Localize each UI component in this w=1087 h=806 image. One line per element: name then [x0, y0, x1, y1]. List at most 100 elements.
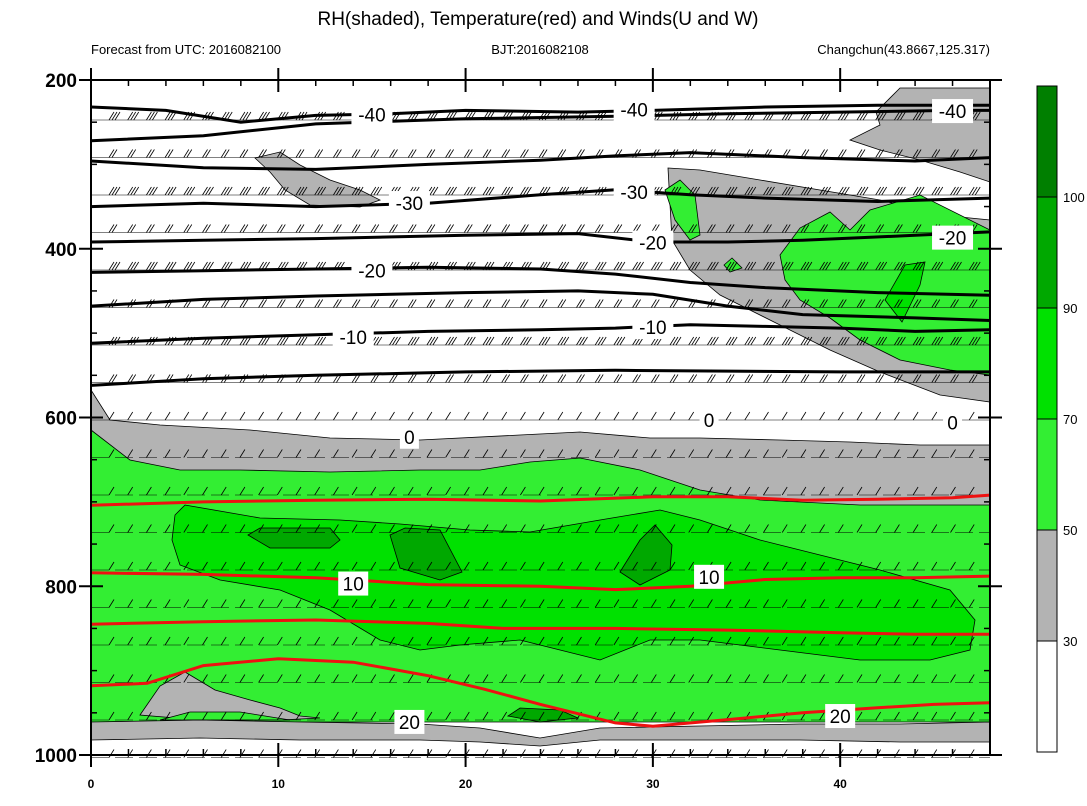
- wind-barb: [819, 299, 825, 308]
- wind-barb: [320, 336, 327, 346]
- wind-barb: [258, 299, 264, 308]
- wind-barb: [333, 636, 339, 646]
- wind-barb: [520, 749, 526, 758]
- wind-barb: [295, 674, 302, 683]
- wind-barb: [389, 636, 395, 646]
- wind-barb: [897, 336, 903, 346]
- wind-barb: [878, 149, 885, 158]
- wind-barb: [520, 636, 526, 646]
- wind-barb: [897, 261, 903, 271]
- wind-barb: [448, 186, 454, 196]
- wind-barb: [894, 486, 900, 496]
- wind-barb: [653, 261, 660, 271]
- contour-label-bg: [351, 102, 393, 127]
- wind-barb: [482, 224, 489, 233]
- wind-barb: [239, 524, 246, 533]
- wind-barb: [351, 149, 358, 158]
- wind-barb: [130, 224, 137, 233]
- contour-label-bg: [932, 99, 974, 124]
- wind-barb: [800, 674, 807, 683]
- wind-barb: [688, 674, 695, 683]
- wind-barb: [133, 111, 140, 121]
- wind-barb: [800, 599, 807, 608]
- wind-barb: [501, 524, 508, 533]
- wind-barb: [445, 524, 451, 533]
- wind-barb: [183, 449, 190, 458]
- colorbar-segment: [1036, 307, 1058, 420]
- wind-barb: [897, 374, 903, 383]
- wind-barb: [669, 411, 676, 421]
- wind-barb: [840, 149, 847, 158]
- wind-barb: [114, 261, 121, 271]
- wind-barb: [747, 224, 754, 233]
- wind-barb: [314, 524, 321, 533]
- wind-barb: [205, 186, 211, 196]
- wind-barb: [370, 749, 377, 758]
- wind-barb: [485, 299, 492, 308]
- wind-barb: [856, 336, 863, 346]
- wind-barb: [856, 449, 863, 458]
- wind-barb: [407, 524, 414, 533]
- wind-barb: [632, 674, 638, 683]
- wind-barb: [613, 636, 620, 646]
- wind-barb: [370, 486, 377, 496]
- wind-barb: [258, 149, 264, 158]
- wind-barb: [314, 486, 321, 496]
- wind-barb: [707, 711, 713, 721]
- wind-barb: [149, 111, 155, 121]
- wind-barb: [258, 749, 264, 758]
- wind-barb: [763, 261, 769, 271]
- wind-barb: [426, 449, 433, 458]
- wind-barb: [900, 261, 906, 271]
- wind-barb: [672, 224, 679, 233]
- wind-barb: [261, 224, 267, 233]
- wind-barb: [127, 599, 134, 608]
- contour-label: -40: [620, 100, 647, 121]
- wind-barb: [183, 561, 190, 571]
- wind-barb: [523, 186, 529, 196]
- wind-barb: [314, 149, 321, 158]
- contour-label: -20: [358, 262, 385, 283]
- wind-barb: [915, 299, 922, 308]
- wind-barb: [713, 261, 719, 271]
- wind-barb: [763, 336, 769, 346]
- wind-barb: [501, 636, 508, 646]
- wind-barb: [881, 186, 888, 196]
- wind-barb: [597, 261, 604, 271]
- wind-barb: [744, 299, 751, 308]
- wind-barb: [264, 336, 270, 346]
- wind-barb: [576, 561, 582, 571]
- wind-barb: [784, 224, 791, 233]
- wind-barb: [894, 711, 900, 721]
- wind-barb: [803, 336, 810, 346]
- wind-barb: [557, 599, 564, 608]
- wind-barb: [276, 336, 283, 346]
- wind-barb: [333, 224, 339, 233]
- wind-barb: [912, 449, 919, 458]
- wind-barb: [504, 299, 511, 308]
- wind-barb: [448, 299, 454, 308]
- wind-barb: [557, 711, 564, 721]
- contour-label: 0: [947, 413, 958, 434]
- wind-barb: [520, 224, 526, 233]
- colorbar-label: 90: [1063, 301, 1077, 316]
- wind-barb: [632, 599, 638, 608]
- wind-barb: [108, 261, 115, 271]
- wind-barb: [164, 749, 171, 758]
- wind-barb: [822, 336, 828, 346]
- wind-barb: [220, 636, 227, 646]
- wind-barb: [108, 111, 115, 121]
- wind-barb: [220, 261, 227, 271]
- wind-barb: [146, 711, 152, 721]
- wind-barb: [485, 224, 492, 233]
- wind-barb: [370, 299, 377, 308]
- wind-barb: [127, 411, 134, 421]
- wind-barb: [894, 674, 900, 683]
- y-tick-label: 600: [45, 409, 77, 430]
- wind-barb: [669, 711, 676, 721]
- wind-barb: [725, 186, 732, 196]
- wind-barb: [220, 449, 227, 458]
- wind-barb: [258, 411, 264, 421]
- wind-barb: [276, 299, 283, 308]
- wind-barb: [931, 186, 938, 196]
